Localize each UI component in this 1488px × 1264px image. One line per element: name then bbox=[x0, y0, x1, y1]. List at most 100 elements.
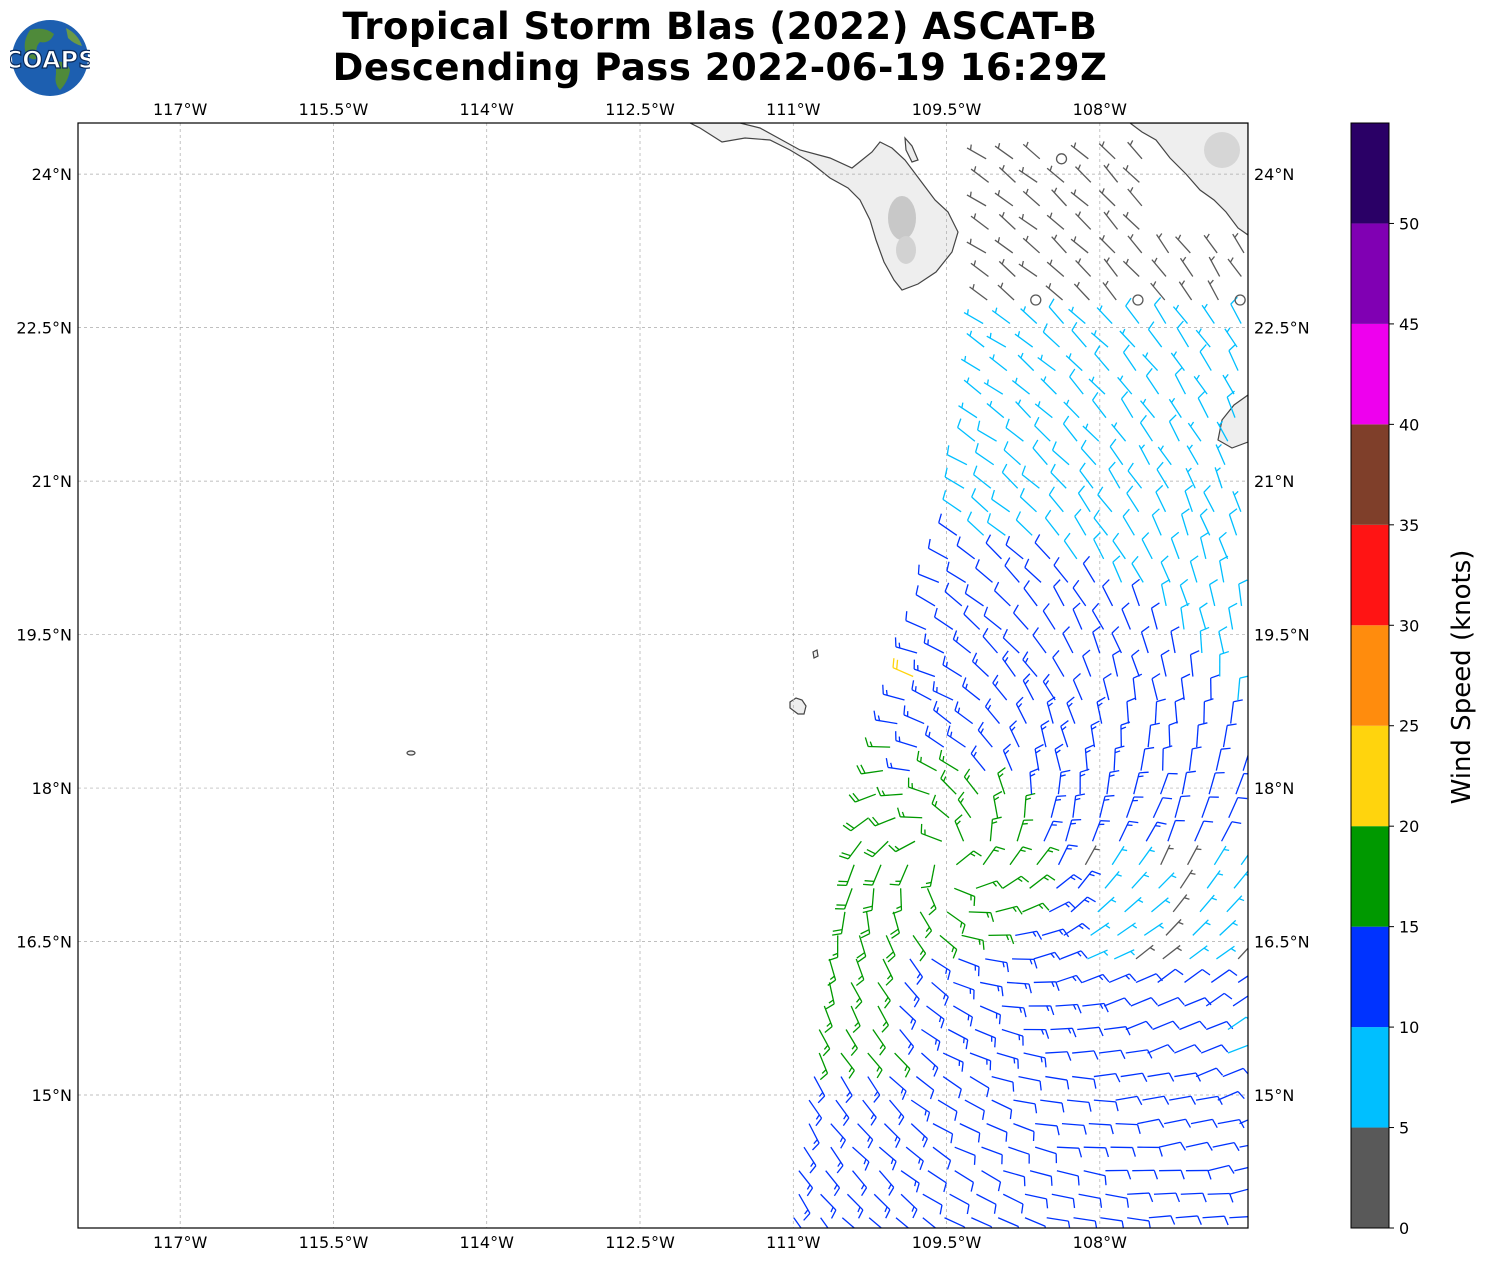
wind-barb bbox=[1135, 944, 1156, 960]
wind-barb bbox=[1074, 164, 1092, 183]
wind-barb bbox=[1189, 945, 1209, 960]
wind-barb bbox=[1013, 1099, 1038, 1114]
wind-barb bbox=[1212, 1141, 1240, 1152]
wind-barb bbox=[1239, 1144, 1248, 1148]
wind-barb bbox=[1041, 928, 1070, 938]
wind-barb bbox=[1055, 153, 1068, 165]
wind-barb bbox=[960, 355, 981, 372]
wind-barb bbox=[1151, 897, 1171, 913]
wind-barb bbox=[1005, 535, 1024, 560]
wind-barb bbox=[1083, 1146, 1110, 1158]
wind-barb bbox=[1216, 945, 1236, 960]
wind-barb bbox=[963, 309, 984, 325]
wind-barb bbox=[909, 958, 924, 985]
wind-barb bbox=[1065, 818, 1082, 842]
wind-barb bbox=[1102, 280, 1117, 301]
wind-barb bbox=[825, 1170, 841, 1197]
wind-barb bbox=[1155, 484, 1167, 513]
wind-barb bbox=[982, 846, 1006, 866]
wind-barb bbox=[1072, 1075, 1097, 1089]
wind-barb bbox=[1098, 1049, 1126, 1060]
wind-barbs bbox=[793, 140, 1248, 1228]
wind-barb bbox=[1082, 649, 1092, 677]
wind-barb bbox=[825, 982, 835, 1010]
wind-barb bbox=[841, 1217, 856, 1228]
wind-barb bbox=[1227, 257, 1242, 277]
wind-barb bbox=[1237, 947, 1248, 960]
wind-barb bbox=[1156, 233, 1170, 254]
lon-tick-label: 112.5°W bbox=[605, 100, 675, 119]
wind-barb bbox=[1075, 211, 1092, 230]
wind-barb bbox=[1124, 896, 1144, 913]
wind-barb bbox=[996, 1052, 1019, 1069]
wind-barb bbox=[1050, 795, 1067, 818]
wind-barb bbox=[966, 330, 985, 348]
wind-barb bbox=[1206, 870, 1224, 889]
lon-tick-label: 109.5°W bbox=[912, 1233, 982, 1252]
wind-barb bbox=[1218, 626, 1228, 654]
wind-barb bbox=[1113, 745, 1125, 771]
lon-tick-label: 112.5°W bbox=[605, 1233, 675, 1252]
wind-barb bbox=[963, 768, 979, 795]
wind-barb bbox=[946, 445, 968, 466]
wind-barb bbox=[1220, 821, 1242, 842]
wind-barb bbox=[1164, 1118, 1192, 1128]
logo-text: COAPS bbox=[10, 46, 90, 74]
wind-barb bbox=[920, 1052, 939, 1077]
wind-barb bbox=[840, 1052, 855, 1079]
lon-tick-label: 108°W bbox=[1073, 100, 1128, 119]
wind-barb bbox=[1203, 485, 1215, 513]
wind-barb bbox=[1018, 1075, 1042, 1091]
wind-barb bbox=[1060, 720, 1069, 748]
wind-barb bbox=[1150, 281, 1166, 301]
lat-tick-label: 21°N bbox=[32, 472, 72, 491]
wind-barb bbox=[1132, 294, 1144, 306]
wind-barb bbox=[964, 1099, 985, 1120]
wind-barb bbox=[1181, 770, 1196, 795]
mainland-mexico-land bbox=[1217, 394, 1248, 449]
wind-barb bbox=[1184, 484, 1193, 513]
wind-barb bbox=[1180, 508, 1190, 536]
wind-barb bbox=[1174, 1044, 1202, 1054]
wind-barb bbox=[970, 213, 989, 230]
wind-barb bbox=[1169, 1095, 1197, 1105]
lat-tick-label: 21°N bbox=[1254, 472, 1294, 491]
wind-barb bbox=[1199, 508, 1211, 536]
wind-barb bbox=[1175, 1215, 1202, 1225]
wind-barb bbox=[910, 1099, 931, 1122]
wind-barb bbox=[1132, 1169, 1159, 1180]
wind-barb bbox=[1167, 819, 1185, 842]
wind-barb bbox=[977, 721, 993, 748]
wind-barb bbox=[1227, 1044, 1248, 1054]
gridlines bbox=[78, 123, 1248, 1228]
wind-barb bbox=[1003, 441, 1021, 466]
wind-barb bbox=[1208, 771, 1225, 795]
wind-barb bbox=[828, 935, 839, 961]
wind-barb bbox=[1014, 331, 1034, 348]
wind-barb bbox=[1195, 1067, 1224, 1078]
wind-barb bbox=[900, 1170, 920, 1193]
wind-barb bbox=[1175, 234, 1191, 254]
wind-barb bbox=[986, 1123, 1008, 1142]
wind-barb bbox=[867, 1076, 881, 1103]
wind-barb bbox=[1066, 696, 1076, 724]
wind-barb bbox=[1101, 579, 1114, 607]
wind-barb bbox=[1048, 298, 1065, 324]
wind-barb bbox=[1033, 951, 1061, 961]
wind-barb bbox=[1084, 845, 1100, 866]
wind-barb bbox=[1131, 871, 1150, 889]
wind-barb bbox=[1051, 1193, 1076, 1209]
wind-barb bbox=[961, 934, 985, 950]
wind-barb bbox=[1034, 401, 1053, 419]
wind-barb bbox=[1232, 490, 1242, 513]
wind-barb bbox=[1074, 508, 1087, 536]
wind-barb bbox=[961, 677, 981, 701]
wind-barb bbox=[1127, 1217, 1151, 1228]
wind-barb bbox=[1127, 1192, 1154, 1203]
wind-barb bbox=[1140, 625, 1150, 654]
wind-barb bbox=[1199, 344, 1212, 371]
wind-barb bbox=[839, 840, 862, 860]
wind-barb bbox=[1131, 578, 1140, 607]
wind-barb bbox=[823, 1005, 833, 1034]
lat-tick-label: 16.5°N bbox=[1254, 933, 1310, 952]
